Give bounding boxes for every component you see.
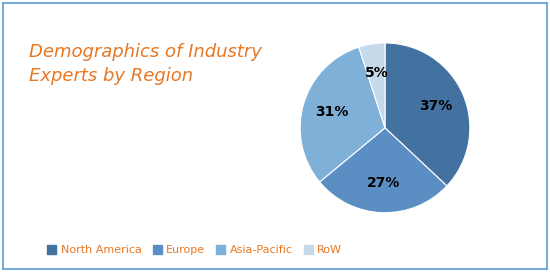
Text: 31%: 31% (315, 106, 349, 119)
Text: 27%: 27% (367, 176, 400, 190)
Wedge shape (385, 43, 470, 186)
Wedge shape (359, 43, 385, 128)
Wedge shape (320, 128, 447, 213)
Text: Demographics of Industry
Experts by Region: Demographics of Industry Experts by Regi… (30, 43, 262, 85)
Text: 5%: 5% (365, 66, 388, 80)
Legend: North America, Europe, Asia-Pacific, RoW: North America, Europe, Asia-Pacific, RoW (43, 241, 346, 260)
Wedge shape (300, 47, 385, 182)
Text: 37%: 37% (419, 99, 452, 113)
